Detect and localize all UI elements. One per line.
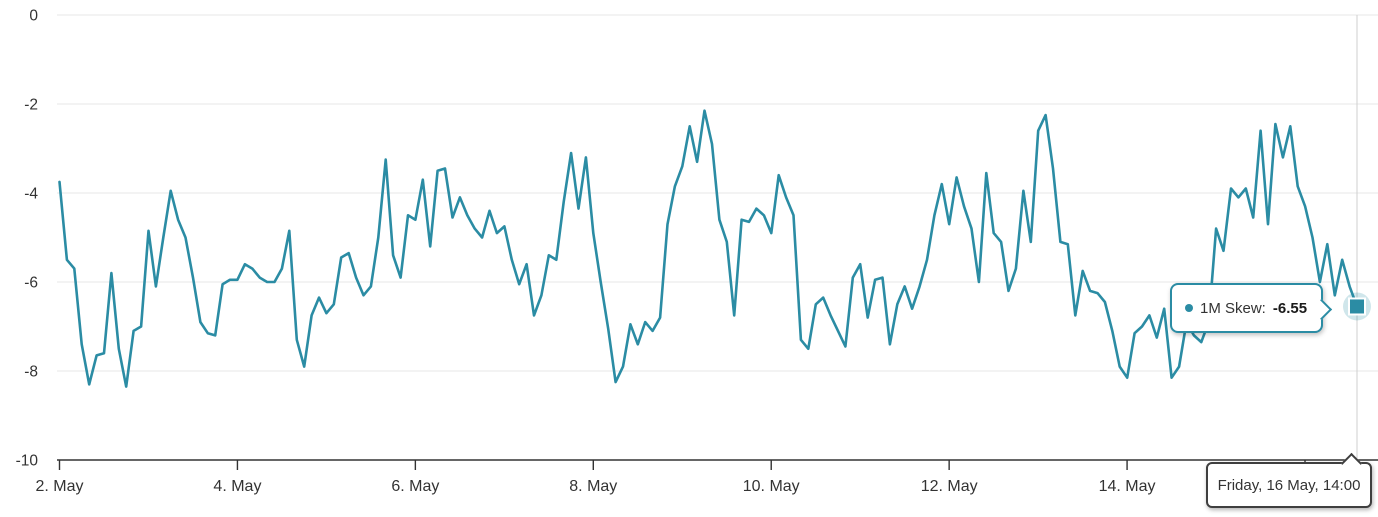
series-tooltip: 1M Skew: -6.55 xyxy=(1170,283,1333,333)
x-tick-label: 14. May xyxy=(1099,478,1156,495)
x-tick-label: 6. May xyxy=(391,478,439,495)
hover-marker xyxy=(1348,297,1366,316)
y-tick-label: -4 xyxy=(24,186,38,203)
y-tick-label: -6 xyxy=(24,275,38,292)
tooltip-series-value: -6.55 xyxy=(1272,299,1308,317)
hovered-date-label: Friday, 16 May, 14:00 xyxy=(1217,476,1361,494)
tooltip-series-label: 1M Skew: xyxy=(1200,299,1266,317)
x-tick-label: 12. May xyxy=(921,478,978,495)
x-tick-label: 4. May xyxy=(213,478,261,495)
y-tick-label: -10 xyxy=(16,453,39,470)
series-line xyxy=(58,109,1359,388)
x-tick-label: 2. May xyxy=(35,478,83,495)
x-axis-date-callout: Friday, 16 May, 14:00 xyxy=(1206,452,1372,508)
x-tick-label: 8. May xyxy=(569,478,617,495)
series-bullet-icon xyxy=(1185,304,1193,312)
y-tick-label: -8 xyxy=(24,364,38,381)
y-tick-label: -2 xyxy=(24,97,38,114)
x-tick-label: 10. May xyxy=(743,478,800,495)
y-tick-label: 0 xyxy=(29,8,38,25)
